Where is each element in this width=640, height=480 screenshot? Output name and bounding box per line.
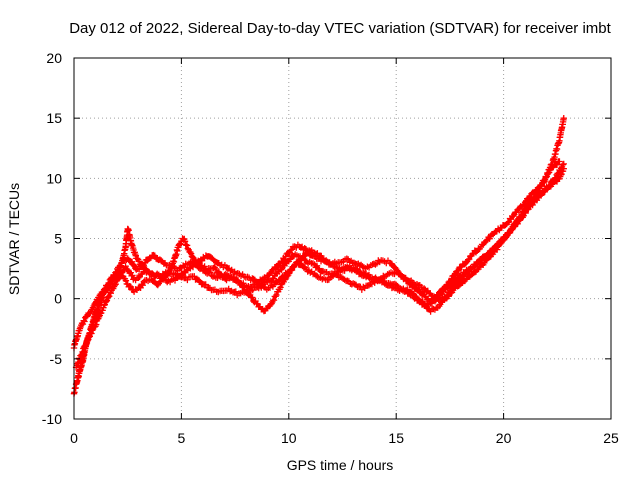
x-tick-label: 5 bbox=[178, 430, 186, 446]
chart-title: Day 012 of 2022, Sidereal Day-to-day VTE… bbox=[69, 20, 611, 37]
x-axis-label: GPS time / hours bbox=[287, 457, 394, 473]
series-trace-d bbox=[75, 158, 563, 381]
x-tick-label: 0 bbox=[70, 430, 78, 446]
y-tick-label: 10 bbox=[46, 170, 62, 186]
grid bbox=[74, 58, 611, 419]
x-tick-label: 25 bbox=[603, 430, 619, 446]
y-tick-label: -10 bbox=[42, 411, 62, 427]
series-trace-c bbox=[72, 165, 567, 371]
y-tick-label: 5 bbox=[54, 231, 62, 247]
y-tick-label: -5 bbox=[50, 351, 63, 367]
data-point-markers bbox=[72, 165, 567, 371]
data-marks bbox=[70, 114, 567, 397]
y-tick-label: 15 bbox=[46, 110, 62, 126]
y-axis-label: SDTVAR / TECUs bbox=[6, 183, 22, 295]
x-tick-label: 20 bbox=[496, 430, 512, 446]
x-tick-label: 15 bbox=[388, 430, 404, 446]
x-tick-label: 10 bbox=[281, 430, 297, 446]
axis-ticks: 0 5 10 15 20 25 -10 -5 0 5 10 15 20 bbox=[42, 50, 619, 446]
y-tick-label: 20 bbox=[46, 50, 62, 66]
y-tick-label: 0 bbox=[54, 291, 62, 307]
data-point-markers bbox=[75, 158, 563, 381]
